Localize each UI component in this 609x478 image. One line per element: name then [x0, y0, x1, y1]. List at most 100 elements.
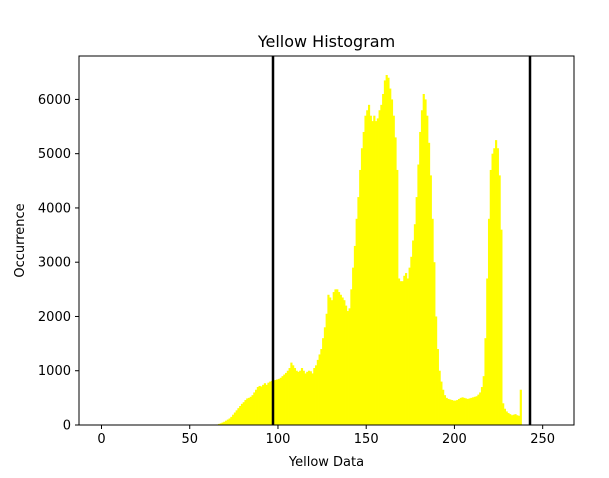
histogram-bar	[263, 383, 267, 425]
histogram-bar	[389, 88, 392, 425]
histogram-bar	[357, 197, 360, 425]
histogram-bar	[519, 389, 522, 425]
y-axis-label: Occurrence	[13, 203, 28, 277]
histogram-bar	[500, 229, 503, 425]
histogram-bar	[461, 397, 464, 425]
histogram-bar	[315, 365, 318, 425]
histogram-bar	[217, 423, 221, 425]
histogram-bar	[316, 359, 319, 425]
histogram-bar	[362, 131, 365, 425]
histogram-bar	[228, 418, 231, 425]
histogram-bar	[431, 218, 434, 425]
histogram-bar	[288, 368, 291, 425]
y-tick-label: 3000	[38, 256, 71, 271]
histogram-bar	[399, 281, 402, 425]
x-tick-label: 50	[181, 432, 198, 447]
histogram-bars	[216, 74, 522, 426]
histogram-bar	[256, 387, 259, 425]
histogram-bar	[223, 421, 226, 425]
histogram-bar	[419, 131, 422, 425]
histogram-bar	[420, 110, 424, 425]
histogram-bar	[468, 398, 471, 425]
histogram-bar	[332, 292, 335, 425]
histogram-bar	[295, 370, 298, 425]
histogram-bar	[309, 371, 312, 425]
histogram-bar	[517, 415, 521, 425]
y-tick-label: 1000	[38, 364, 71, 379]
histogram-bar	[477, 394, 480, 425]
x-tick-label: 100	[266, 432, 291, 447]
histogram-bar	[472, 397, 475, 425]
histogram-bar	[225, 420, 228, 425]
histogram-bar	[297, 371, 300, 425]
histogram-bar	[503, 408, 507, 425]
histogram-bar	[449, 399, 452, 425]
histogram-bar	[413, 224, 417, 425]
histogram-bar	[265, 384, 268, 425]
histogram-bar	[385, 74, 388, 425]
histogram-bar	[408, 267, 411, 425]
x-tick-label: 0	[97, 432, 105, 447]
histogram-bar	[456, 400, 459, 425]
histogram-bar	[283, 374, 286, 425]
histogram-bar	[345, 305, 348, 425]
histogram-bar	[300, 368, 304, 425]
histogram-bar	[286, 370, 289, 425]
histogram-bar	[246, 398, 249, 425]
histogram-bar	[329, 297, 332, 425]
histogram-bar	[330, 300, 334, 425]
histogram-bar	[219, 423, 222, 425]
histogram-bar	[493, 148, 496, 425]
histogram-bar	[352, 267, 355, 425]
histogram-bar	[274, 379, 277, 425]
y-tick-label: 2000	[38, 310, 71, 325]
histogram-bar	[422, 93, 425, 425]
histogram-bar	[475, 396, 478, 425]
histogram-bar	[380, 104, 383, 426]
histogram-bar	[502, 403, 505, 425]
histogram-bar	[360, 148, 364, 425]
histogram-bar	[269, 381, 272, 425]
histogram-bar	[390, 99, 394, 425]
histogram-bar	[498, 175, 501, 425]
histogram-bar	[293, 368, 297, 425]
histogram-bar	[235, 410, 238, 425]
histogram-bar	[512, 414, 515, 425]
histogram-bar	[327, 294, 330, 425]
histogram-bar	[258, 385, 261, 425]
histogram-bar	[322, 338, 325, 425]
histogram-bar	[510, 415, 514, 425]
histogram-bar	[253, 392, 256, 425]
histogram-bar	[318, 354, 321, 425]
histogram-bar	[247, 397, 251, 425]
histogram-bar	[375, 121, 378, 425]
histogram-bar	[452, 400, 455, 425]
histogram-bar	[424, 99, 427, 425]
histogram-bar	[495, 140, 498, 425]
histogram-bar	[401, 281, 404, 425]
histogram-bar	[262, 384, 265, 425]
histogram-bar	[350, 289, 353, 425]
histogram-bar	[325, 313, 328, 425]
histogram-bar	[242, 402, 245, 425]
histogram-bar	[436, 349, 439, 425]
histogram-bar	[364, 115, 367, 426]
histogram-bar	[320, 349, 323, 425]
histogram-bar	[473, 396, 477, 425]
histogram-bar	[435, 316, 438, 425]
histogram-bar	[233, 412, 237, 425]
histogram-bar	[378, 110, 381, 425]
histogram-bar	[306, 371, 309, 425]
histogram-bar	[479, 392, 482, 425]
histogram-bar	[299, 370, 302, 425]
histogram-bar	[445, 397, 448, 425]
histogram-bar	[480, 387, 484, 425]
histogram-bar	[304, 373, 307, 425]
histogram-bar	[346, 311, 349, 425]
histogram-bar	[487, 218, 491, 425]
histogram-bar	[359, 169, 362, 425]
plot-area-frame	[78, 55, 575, 426]
histogram-bar	[281, 376, 284, 425]
histogram-bar	[311, 373, 314, 425]
